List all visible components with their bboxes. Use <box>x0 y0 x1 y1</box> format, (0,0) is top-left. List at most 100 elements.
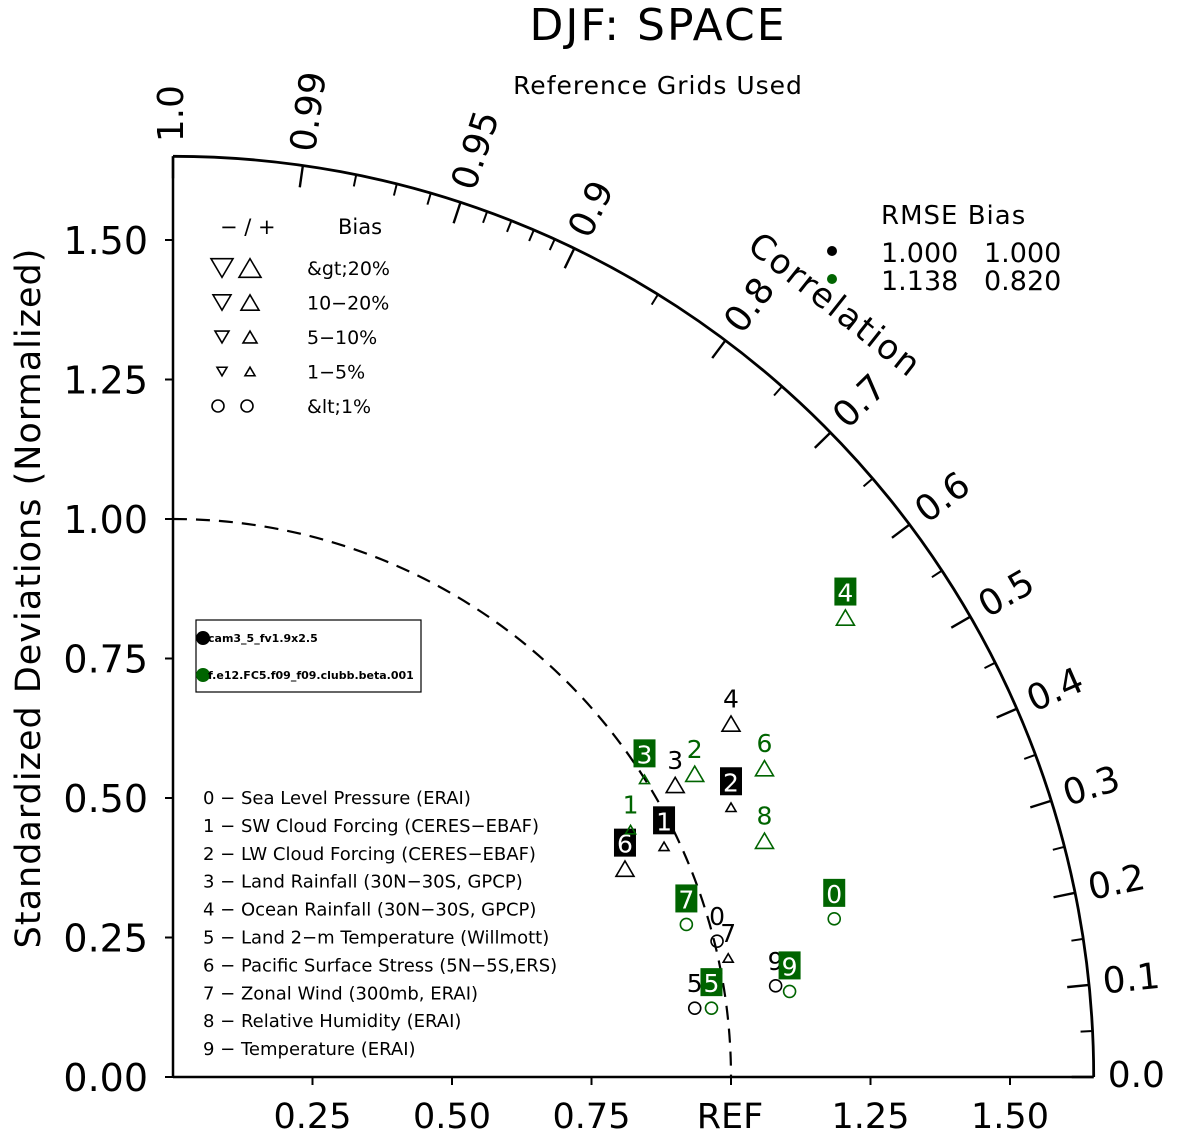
triangle-down-icon <box>213 330 231 345</box>
data-point-label: 7 <box>678 885 694 914</box>
reference-arc <box>172 517 733 1078</box>
correlation-tick <box>392 183 398 196</box>
data-point-label: 2 <box>687 735 703 764</box>
y-axis-label: Standardized Deviations (Normalized) <box>9 248 49 949</box>
data-marker-triangle <box>834 608 856 626</box>
bias-legend-row-label: &gt;20% <box>307 258 390 280</box>
triangle-down-icon <box>215 366 229 378</box>
rmse-legend-rmse: 1.000 <box>881 238 958 269</box>
circle-icon <box>211 399 225 413</box>
correlation-tick <box>1080 1029 1093 1033</box>
case-legend-name: cam3_5_fv1.9x2.5 <box>208 632 318 645</box>
data-point-label: 5 <box>704 969 720 998</box>
data-marker-circle <box>768 979 783 993</box>
data-point-label: 8 <box>757 802 773 831</box>
correlation-label: 0.99 <box>283 69 335 154</box>
data-marker-triangle <box>684 764 706 783</box>
bias-legend: − / + Bias &gt;20% 10−20% 5−10% 1−5% &lt;1% <box>209 215 390 418</box>
ref-label: REF <box>697 1097 764 1135</box>
data-marker-triangle <box>624 823 637 835</box>
data-point-label: 7 <box>720 919 736 948</box>
case-legend-dot <box>196 668 210 682</box>
correlation-tick <box>984 661 996 669</box>
case-legend-dot <box>196 631 210 645</box>
correlation-label: 0.3 <box>1058 758 1125 814</box>
triangle-up-icon <box>243 365 257 377</box>
y-tick-label: 1.50 <box>63 219 148 263</box>
correlation-label: 0.1 <box>1101 956 1162 1003</box>
triangle-up-icon <box>239 293 261 311</box>
y-tick-label: 0.50 <box>63 777 148 821</box>
correlation-label: 0.9 <box>561 175 623 244</box>
y-tick-label: 0.25 <box>63 917 148 961</box>
bias-legend-row-label: 10−20% <box>307 293 389 315</box>
correlation-tick <box>950 615 971 629</box>
data-label-box <box>675 884 698 913</box>
correlation-tick <box>426 192 432 205</box>
data-point-label: 0 <box>826 880 842 909</box>
data-label-box <box>778 951 801 980</box>
data-marker-triangle <box>754 758 775 777</box>
rmse-legend-dot <box>827 246 837 256</box>
variable-legend-item: 3 − Land Rainfall (30N−30S, GPCP) <box>203 872 523 893</box>
data-label-box <box>613 828 636 857</box>
correlation-label: 0.7 <box>825 367 895 436</box>
y-tick-label: 1.25 <box>63 359 148 403</box>
data-marker-triangle <box>657 840 671 852</box>
case-legend: cam3_5_fv1.9x2.5 f.e12.FC5.f09_f09.clubb.… <box>195 619 422 693</box>
correlation-tick <box>482 211 489 224</box>
data-point-label: 9 <box>782 952 798 981</box>
data-marker-triangle <box>721 952 735 963</box>
rmse-legend-bias: 0.820 <box>984 266 1061 297</box>
data-point-label: 1 <box>656 807 672 836</box>
data-point-label: 5 <box>687 969 703 998</box>
bias-legend-row-label: 5−10% <box>307 327 377 349</box>
correlation-tick <box>931 569 943 579</box>
correlation-tick <box>1071 937 1084 942</box>
variable-legend-item: 7 − Zonal Wind (300mb, ERAI) <box>203 983 478 1004</box>
data-label-box <box>823 878 846 907</box>
variable-legend-item: 9 − Temperature (ERAI) <box>203 1039 416 1060</box>
data-marker-circle <box>782 984 797 999</box>
correlation-tick <box>1053 891 1076 899</box>
chart-subtitle: Reference Grids Used <box>513 71 803 100</box>
correlation-label: 1.0 <box>151 85 192 142</box>
bias-legend-row-label: &lt;1% <box>307 396 371 418</box>
correlation-tick <box>1029 799 1052 809</box>
data-label-box <box>633 739 656 768</box>
x-tick-label: 1.50 <box>971 1097 1049 1135</box>
data-marker-circle <box>827 912 842 926</box>
variable-legend-item: 2 − LW Cloud Forcing (CERES−EBAF) <box>203 844 536 865</box>
data-label-box <box>700 968 723 997</box>
correlation-label: 0.6 <box>908 464 978 531</box>
data-marker-circle <box>704 1001 719 1015</box>
variable-legend-item: 0 − Sea Level Pressure (ERAI) <box>203 788 471 809</box>
axes-group: 0.000.250.500.751.001.251.500.25 0.50 0.75… <box>63 154 1096 1135</box>
correlation-tick <box>563 247 576 269</box>
correlation-tick <box>1052 845 1065 851</box>
data-point-label: 6 <box>757 729 773 758</box>
data-marker-triangle <box>664 775 686 794</box>
rmse-legend-dot <box>827 274 837 284</box>
bias-legend-signs: − / + <box>220 215 276 239</box>
rmse-legend-header: RMSE Bias <box>881 201 1026 231</box>
rmse-legend-bias: 1.000 <box>984 238 1061 269</box>
correlation-tick <box>528 229 535 242</box>
x-tick-label: 0.75 <box>553 1097 631 1135</box>
correlation-label: 0.95 <box>444 106 508 195</box>
x-tick-label: 0.50 <box>413 1097 491 1135</box>
correlation-tick <box>862 477 874 488</box>
circle-icon <box>240 399 254 413</box>
data-marker-triangle <box>724 801 738 813</box>
correlation-tick <box>711 339 727 359</box>
triangle-up-icon <box>237 257 263 279</box>
data-marker-circle <box>710 934 724 948</box>
correlation-tick <box>1067 983 1090 989</box>
rmse-legend-rmse: 1.138 <box>881 266 958 297</box>
correlation-tick <box>298 165 305 188</box>
data-label-box <box>834 577 857 606</box>
correlation-label: 0.0 <box>1108 1055 1165 1096</box>
data-point-label: 4 <box>837 579 853 608</box>
